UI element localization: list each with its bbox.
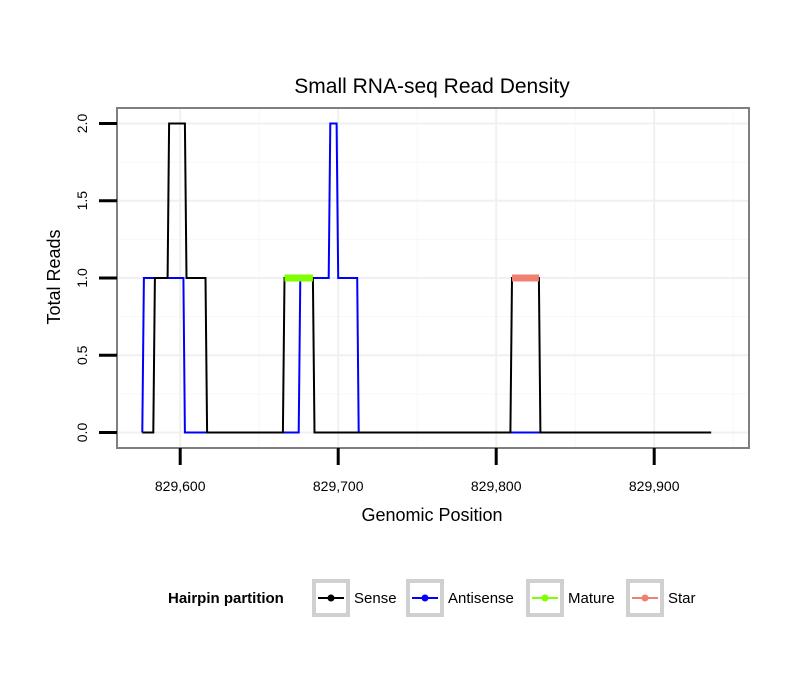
- y-tick-label: 1.0: [74, 268, 90, 288]
- series-antisense-line: [141, 122, 712, 434]
- x-tick-label: 829,800: [471, 478, 522, 494]
- x-tick-label: 829,600: [155, 478, 206, 494]
- y-axis-label: Total Reads: [44, 229, 64, 324]
- legend-key-marker: [327, 594, 335, 602]
- x-axis-label: Genomic Position: [361, 505, 502, 525]
- x-tick-label: 829,900: [629, 478, 680, 494]
- chart-title: Small RNA-seq Read Density: [294, 75, 570, 98]
- legend-key-marker: [641, 594, 649, 602]
- legend-item-label: Star: [668, 590, 696, 607]
- legend-title: Hairpin partition: [168, 590, 284, 607]
- y-tick-label: 0.0: [74, 423, 90, 443]
- legend-key-marker: [541, 594, 549, 602]
- plot-area: [116, 107, 750, 449]
- legend-item-star: Star: [626, 579, 696, 617]
- legend-item-sense: Sense: [312, 579, 397, 617]
- x-tick-label: 829,700: [313, 478, 364, 494]
- legend-item-label: Mature: [568, 590, 615, 607]
- legend-item-label: Sense: [354, 590, 397, 607]
- legend-item-mature: Mature: [526, 579, 615, 617]
- legend-item-antisense: Antisense: [406, 579, 514, 617]
- y-tick-label: 0.5: [74, 345, 90, 365]
- y-tick-label: 1.5: [74, 191, 90, 211]
- legend: Hairpin partition Sense Antisense Mature St…: [168, 579, 696, 617]
- y-tick-label: 2.0: [74, 114, 90, 134]
- legend-key-marker: [421, 594, 429, 602]
- legend-item-label: Antisense: [448, 590, 514, 607]
